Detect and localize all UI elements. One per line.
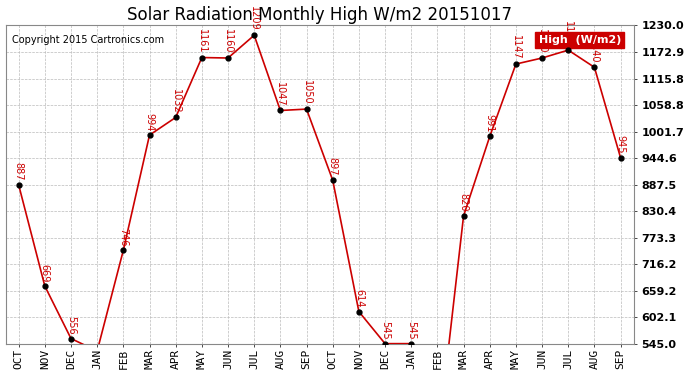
Text: 1177: 1177 (563, 21, 573, 46)
Text: 1209: 1209 (249, 6, 259, 31)
Text: 614: 614 (354, 289, 364, 308)
Text: 994: 994 (144, 112, 155, 131)
Text: 327: 327 (0, 374, 1, 375)
Text: 1050: 1050 (302, 80, 311, 105)
Text: 1047: 1047 (275, 82, 286, 106)
Text: High  (W/m2): High (W/m2) (539, 35, 621, 45)
Title: Solar Radiation Monthly High W/m2 20151017: Solar Radiation Monthly High W/m2 201510… (127, 6, 512, 24)
Text: 669: 669 (40, 264, 50, 282)
Text: 556: 556 (66, 316, 76, 334)
Text: 1032: 1032 (170, 88, 181, 113)
Text: 991: 991 (485, 114, 495, 132)
Text: 1161: 1161 (197, 29, 207, 53)
Text: 887: 887 (14, 162, 23, 181)
Text: 746: 746 (118, 228, 128, 246)
Text: 897: 897 (328, 158, 337, 176)
Text: 545: 545 (380, 321, 390, 339)
Text: 1140: 1140 (589, 39, 600, 63)
Text: 1160: 1160 (223, 29, 233, 54)
Text: 529: 529 (0, 374, 1, 375)
Text: Copyright 2015 Cartronics.com: Copyright 2015 Cartronics.com (12, 35, 164, 45)
Text: 945: 945 (615, 135, 626, 154)
Text: 545: 545 (406, 321, 416, 339)
Text: 1160: 1160 (537, 29, 547, 54)
Text: 820: 820 (459, 193, 469, 212)
Text: 1147: 1147 (511, 35, 521, 60)
